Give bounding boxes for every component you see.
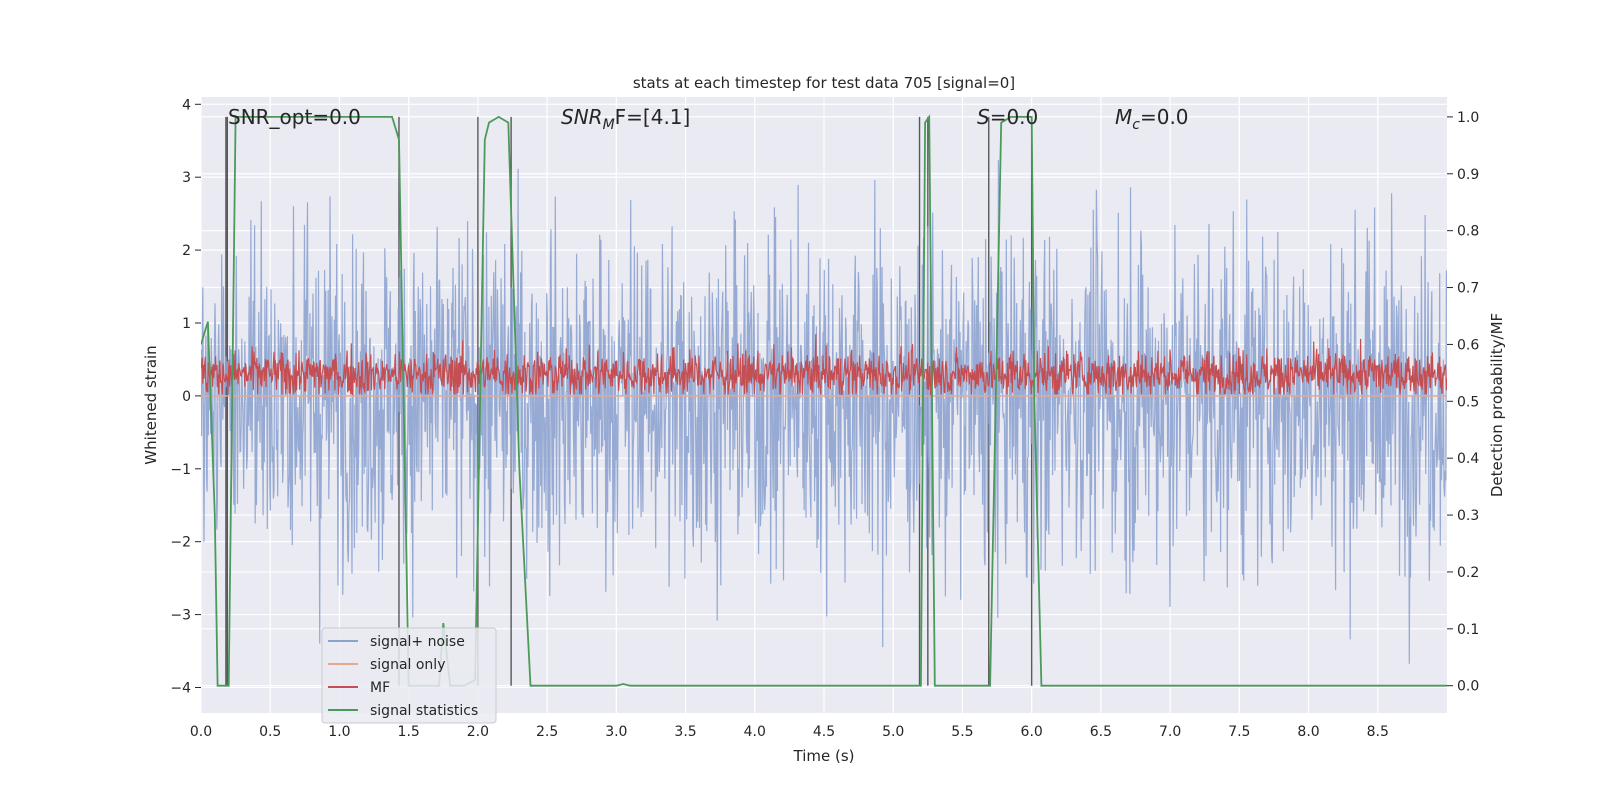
x-tick-label: 7.0 <box>1159 724 1181 740</box>
y-tick-label: −3 <box>170 608 191 624</box>
y-tick-label: 0 <box>182 389 191 405</box>
series-signal-statistics <box>201 114 1447 687</box>
annotation-s-main: S <box>977 105 990 129</box>
y-tick-label: 1 <box>182 316 191 332</box>
legend: signal+ noise signal only MF signal stat… <box>321 627 497 724</box>
y-axis-label: Whitened strain <box>142 345 160 464</box>
chart-title: stats at each timestep for test data 705… <box>633 74 1015 92</box>
y2-tick-label: 0.1 <box>1457 622 1479 638</box>
annotation-snr-opt: SNR_opt=0.0 <box>228 105 361 129</box>
x-tick-label: 3.0 <box>605 724 627 740</box>
annotation-snr-mf-main: SNR <box>561 105 603 129</box>
legend-box <box>321 627 497 724</box>
y-tick-label: 3 <box>182 170 191 186</box>
x-tick-label: 2.5 <box>536 724 558 740</box>
x-axis-label: Time (s) <box>793 747 855 765</box>
y2-tick-label: 0.6 <box>1457 337 1479 353</box>
y2-axis-label: Detection probability/MF <box>1488 313 1506 497</box>
x-tick-label: 8.5 <box>1367 724 1389 740</box>
annotation-snr-mf: SNRMF=[4.1] <box>561 105 690 133</box>
annotation-mc: Mc=0.0 <box>1115 105 1189 133</box>
x-tick-label: 0.5 <box>259 724 281 740</box>
x-tick-label: 5.0 <box>882 724 904 740</box>
legend-label-mf: MF <box>370 680 390 696</box>
legend-label-signal-plus-noise: signal+ noise <box>370 634 465 650</box>
y2-tick-label: 0.0 <box>1457 679 1479 695</box>
y2-tick-label: 0.8 <box>1457 224 1479 240</box>
x-tick-label: 0.0 <box>190 724 212 740</box>
x-tick-label: 6.5 <box>1090 724 1112 740</box>
annotation-mc-rest: =0.0 <box>1140 105 1189 129</box>
annotation-snr-mf-rest: F=[4.1] <box>615 105 691 129</box>
y2-tick-label: 0.7 <box>1457 281 1479 297</box>
annotation-snr-mf-sub: M <box>603 117 615 133</box>
y-tick-label: −4 <box>170 680 191 696</box>
x-tick-label: 3.5 <box>674 724 696 740</box>
y-axis-ticks: 4 3 2 1 0 −1 −2 −3 −4 <box>170 97 201 696</box>
x-tick-label: 2.0 <box>467 724 489 740</box>
series-mf <box>201 334 1447 397</box>
annotation-s-rest: =0.0 <box>990 105 1039 129</box>
y2-tick-label: 0.2 <box>1457 565 1479 581</box>
series-signal-plus-noise <box>201 160 1447 664</box>
y-tick-label: 4 <box>182 97 191 113</box>
y-tick-label: 2 <box>182 243 191 259</box>
annotation-s: S=0.0 <box>977 105 1038 129</box>
y2-axis-ticks: 1.0 0.9 0.8 0.7 0.6 0.5 0.4 0.3 0.2 0.1 0.0 <box>1447 110 1479 695</box>
annotation-mc-main: M <box>1115 105 1132 129</box>
x-tick-label: 8.0 <box>1297 724 1319 740</box>
x-tick-label: 4.5 <box>813 724 835 740</box>
x-tick-label: 4.0 <box>744 724 766 740</box>
x-tick-label: 6.0 <box>1021 724 1043 740</box>
y2-tick-label: 0.4 <box>1457 451 1479 467</box>
x-axis-ticks: 0.0 0.5 1.0 1.5 2.0 2.5 3.0 3.5 4.0 4.5 5.0 5.5 6.0 6… <box>190 724 1389 740</box>
y-tick-label: −2 <box>170 535 191 551</box>
legend-label-signal-statistics: signal statistics <box>370 703 478 719</box>
x-tick-label: 7.5 <box>1228 724 1250 740</box>
x-tick-label: 5.5 <box>951 724 973 740</box>
y-tick-label: −1 <box>170 462 191 478</box>
legend-label-signal-only: signal only <box>370 657 445 673</box>
y2-tick-label: 0.5 <box>1457 394 1479 410</box>
x-tick-label: 1.0 <box>328 724 350 740</box>
y2-tick-label: 0.9 <box>1457 167 1479 183</box>
y2-tick-label: 0.3 <box>1457 508 1479 524</box>
y2-tick-label: 1.0 <box>1457 110 1479 126</box>
annotation-mc-sub: c <box>1132 117 1140 133</box>
x-tick-label: 1.5 <box>398 724 420 740</box>
